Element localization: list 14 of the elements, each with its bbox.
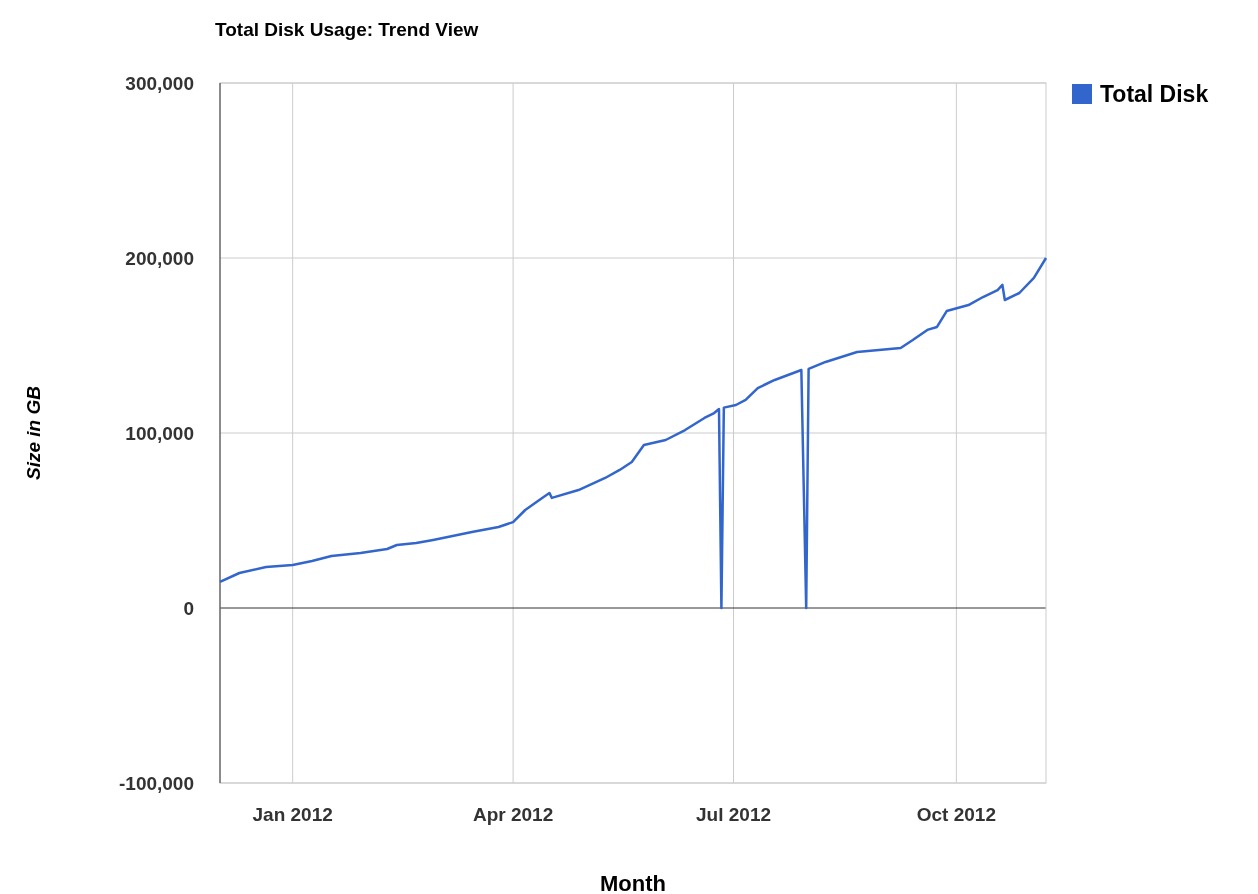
y-axis-title: Size in GB xyxy=(23,385,44,480)
line-series xyxy=(218,256,1048,610)
y-tick-label: 100,000 xyxy=(125,423,194,444)
x-tick-label: Oct 2012 xyxy=(916,804,996,825)
y-tick-label: -100,000 xyxy=(118,773,194,794)
x-axis-title: Month xyxy=(600,871,666,894)
y-tick-label: 0 xyxy=(183,598,194,619)
y-tick-label: 300,000 xyxy=(125,73,194,94)
x-tick-label: Jan 2012 xyxy=(252,804,333,825)
y-tick-label: 200,000 xyxy=(125,248,194,269)
x-tick-label: Jul 2012 xyxy=(696,804,772,825)
legend-label: Total Disk xyxy=(1100,81,1209,107)
chart-title: Total Disk Usage: Trend View xyxy=(215,19,479,40)
x-tick-label: Apr 2012 xyxy=(472,804,554,825)
